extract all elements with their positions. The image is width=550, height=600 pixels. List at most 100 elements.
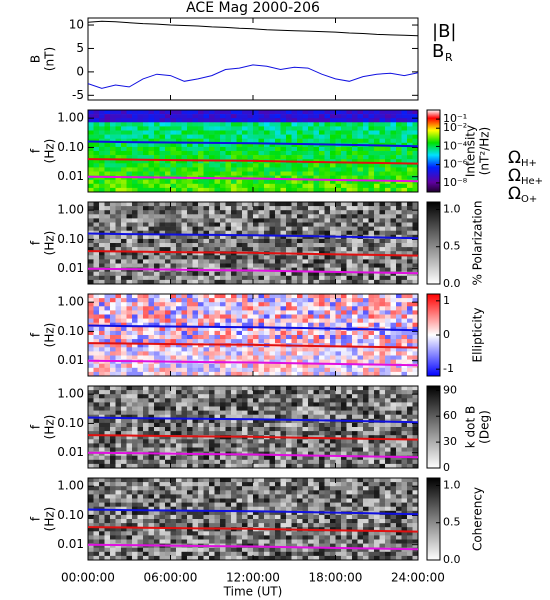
spectrogram-cell [121, 243, 127, 248]
spectrogram-cell [148, 163, 155, 168]
spectrogram-cell [357, 363, 364, 369]
spectrogram-cell [407, 122, 413, 127]
spectrogram-cell [264, 298, 270, 303]
spectrogram-cell [225, 151, 232, 156]
spectrogram-cell [297, 355, 303, 360]
spectrogram-cell [198, 330, 204, 336]
spectrogram-cell [346, 263, 353, 268]
spectrogram-cell [313, 114, 320, 119]
spectrogram-cell [209, 118, 215, 123]
spectrogram-cell [225, 202, 232, 207]
spectrogram-cell [390, 410, 397, 415]
spectrogram-cell [286, 463, 292, 469]
spectrogram-cell [357, 214, 364, 219]
spectrogram-cell [192, 202, 199, 207]
spectrogram-cell [308, 247, 314, 252]
spectrogram-cell [132, 455, 138, 461]
spectrogram-cell [209, 146, 215, 152]
spectrogram-cell [225, 306, 232, 311]
spectrogram-cell [159, 255, 166, 260]
spectrogram-cell [401, 122, 408, 127]
spectrogram-cell [247, 306, 254, 311]
spectrogram-cell [330, 238, 336, 244]
spectrogram-cell [170, 427, 177, 432]
spectrogram-cell [170, 255, 177, 260]
spectrogram-cell [330, 187, 336, 193]
spectrogram-cell [302, 263, 309, 268]
spectrogram-cell [297, 314, 303, 319]
spectrogram-cell [104, 463, 111, 469]
spectrogram-cell [99, 339, 105, 344]
spectrogram-cell [253, 130, 259, 135]
spectrogram-cell [165, 206, 171, 211]
spectrogram-cell [291, 142, 298, 148]
spectrogram-cell [412, 159, 419, 164]
spectrogram-cell [104, 422, 111, 428]
legend-label: |B| [432, 21, 456, 42]
spectrogram-cell [198, 171, 204, 176]
spectrogram-cell [379, 175, 386, 180]
spectrogram-cell [209, 406, 215, 411]
spectrogram-cell [357, 210, 364, 215]
spectrogram-cell [198, 255, 204, 260]
spectrogram-cell [203, 310, 210, 315]
spectrogram-cell [236, 402, 243, 407]
spectrogram-cell [407, 118, 413, 123]
spectrogram-cell [176, 302, 182, 307]
spectrogram-cell [154, 110, 160, 115]
spectrogram-cell [269, 279, 276, 285]
spectrogram-cell [247, 410, 254, 415]
spectrogram-cell [396, 410, 402, 415]
spectrogram-cell [104, 406, 111, 411]
spectrogram-cell [352, 414, 358, 420]
spectrogram-cell [176, 134, 182, 139]
spectrogram-cell [286, 179, 292, 185]
spectrogram-cell [181, 214, 188, 219]
spectrogram-cell [220, 167, 226, 172]
spectrogram-cell [247, 418, 254, 424]
spectrogram-cell [313, 455, 320, 461]
spectrogram-cell [231, 218, 237, 223]
spectrogram-cell [346, 363, 353, 369]
spectrogram-cell [121, 247, 127, 252]
spectrogram-cell [231, 463, 237, 469]
legend-label: Ω [508, 148, 521, 168]
spectrogram-cell [401, 422, 408, 428]
spectrogram-cell [159, 134, 166, 139]
spectrogram-cell [324, 175, 331, 180]
spectrogram-cell [93, 435, 100, 440]
spectrogram-cell [253, 247, 259, 252]
spectrogram-cell [412, 427, 419, 432]
spectrogram-cell [198, 151, 204, 156]
series-line [87, 324, 419, 332]
spectrogram-cell [352, 322, 358, 328]
spectrogram-cell [181, 171, 188, 176]
spectrogram-cell [181, 114, 188, 119]
spectrogram-cell [335, 202, 342, 207]
spectrogram-cell [264, 455, 270, 461]
spectrogram-cell [379, 422, 386, 428]
spectrogram-cell [253, 306, 259, 311]
spectrogram-cell [313, 214, 320, 219]
spectrogram-cell [302, 222, 309, 227]
spectrogram-cell [368, 183, 375, 189]
spectrogram-cell [291, 271, 298, 277]
spectrogram-cell [390, 355, 397, 360]
spectrogram-cell [390, 210, 397, 215]
spectrogram-cell [346, 347, 353, 352]
spectrogram-cell [104, 351, 111, 356]
spectrogram-cell [209, 230, 215, 236]
spectrogram-cell [390, 443, 397, 448]
spectrogram-cell [121, 302, 127, 307]
spectrogram-cell [297, 371, 303, 377]
spectrogram-cell [291, 363, 298, 369]
spectrogram-cell [143, 279, 149, 285]
spectrogram-cell [132, 171, 138, 176]
spectrogram-cell [88, 390, 94, 395]
spectrogram-cell [154, 222, 160, 227]
spectrogram-cell [148, 355, 155, 360]
spectrogram-cell [214, 171, 221, 176]
spectrogram-cell [159, 271, 166, 277]
spectrogram-cell [264, 463, 270, 469]
spectrogram-cell [192, 318, 199, 323]
